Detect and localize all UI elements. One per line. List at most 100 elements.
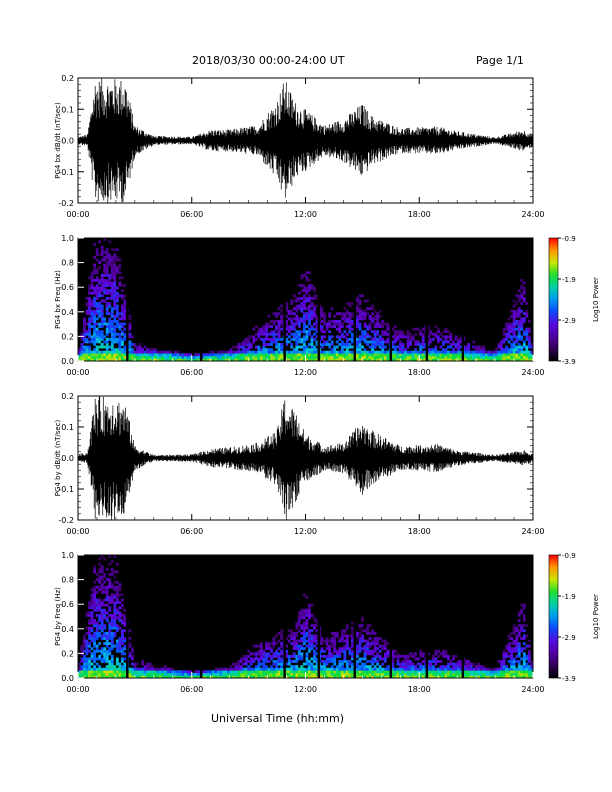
spectrogram-cell xyxy=(217,672,220,676)
spectrogram-cell xyxy=(285,672,289,676)
spectrogram-cell xyxy=(442,358,445,362)
spectrogram-cell xyxy=(340,348,344,352)
spectrogram-cell xyxy=(358,639,362,643)
spectrogram-cell xyxy=(391,345,395,349)
spectrogram-cell xyxy=(495,350,498,354)
spectrogram-cell xyxy=(343,639,347,643)
spectrogram-cell xyxy=(211,358,215,362)
spectrogram-cell xyxy=(308,358,311,362)
spectrogram-cell xyxy=(351,302,354,305)
spectrogram-cell xyxy=(98,253,102,257)
spectrogram-cell xyxy=(497,358,501,362)
spectrogram-cell xyxy=(313,639,316,643)
spectrogram-cell xyxy=(247,350,251,354)
spectrogram-cell xyxy=(295,309,299,313)
spectrogram-cell xyxy=(308,629,311,633)
spectrogram-cell xyxy=(522,330,526,334)
spectrogram-cell xyxy=(409,337,412,341)
spectrogram-cell xyxy=(520,353,524,357)
spectrogram-cell xyxy=(244,340,248,344)
spectrogram-cell xyxy=(295,317,299,321)
spectrogram-cell xyxy=(358,309,362,313)
spectrogram-cell xyxy=(108,634,112,638)
spectrogram-cell xyxy=(95,276,99,280)
spectrogram-cell xyxy=(166,667,170,671)
spectrogram-cell xyxy=(297,649,301,653)
spectrogram-cell xyxy=(351,667,354,671)
spectrogram-cell xyxy=(376,637,380,640)
spectrogram-cell xyxy=(110,307,114,311)
spectrogram-cell xyxy=(252,358,256,362)
spectrogram-cell xyxy=(285,304,289,308)
spectrogram-cell xyxy=(434,350,438,354)
spectrogram-cell xyxy=(419,667,423,671)
spectrogram-cell xyxy=(118,667,122,671)
spectrogram-cell xyxy=(512,660,516,663)
spectrogram-cell xyxy=(373,355,377,359)
spectrogram-cell xyxy=(292,335,296,339)
spectrogram-cell xyxy=(103,590,107,594)
spectrogram-cell xyxy=(176,670,180,674)
spectrogram-cell xyxy=(184,358,187,362)
spectrogram-cell xyxy=(431,332,435,336)
spectrogram-cell xyxy=(530,670,534,674)
spectrogram-cell xyxy=(120,667,124,671)
spectrogram-cell xyxy=(128,654,132,658)
spectrogram-cell xyxy=(313,296,316,300)
spectrogram-cell xyxy=(525,353,529,357)
spectrogram-cell xyxy=(315,667,319,671)
spectrogram-cell xyxy=(242,345,246,349)
spectrogram-cell xyxy=(434,657,438,661)
spectrogram-cell xyxy=(141,348,145,352)
spectrogram-cell xyxy=(439,675,443,679)
spectrogram-cell xyxy=(340,634,344,638)
spectrogram-cell xyxy=(371,355,375,359)
spectrogram-cell xyxy=(421,350,425,354)
spectrogram-cell xyxy=(381,350,385,354)
spectrogram-cell xyxy=(414,667,418,671)
spectrogram-cell xyxy=(83,675,86,679)
spectrogram-cell xyxy=(452,348,455,352)
spectrogram-cell xyxy=(232,667,236,671)
spectrogram-cell xyxy=(295,340,299,344)
spectrogram-cell xyxy=(378,672,382,676)
spectrogram-cell xyxy=(110,672,114,676)
spectrogram-cell xyxy=(302,616,306,620)
spectrogram-cell xyxy=(340,637,344,640)
spectrogram-cell xyxy=(123,304,127,308)
spectrogram-cell xyxy=(507,634,511,638)
spectrogram-cell xyxy=(217,358,220,362)
spectrogram-cell xyxy=(93,289,96,293)
spectrogram-cell xyxy=(105,567,109,571)
spectrogram-cell xyxy=(472,667,476,671)
spectrogram-cell xyxy=(409,672,412,676)
spectrogram-cell xyxy=(520,345,524,349)
spectrogram-cell xyxy=(328,335,332,339)
spectrogram-cell xyxy=(118,281,122,285)
spectrogram-cell xyxy=(133,343,137,346)
spectrogram-cell xyxy=(308,616,311,620)
spectrogram-cell xyxy=(512,624,516,628)
spectrogram-cell xyxy=(110,626,114,630)
spectrogram-cell xyxy=(118,642,122,645)
spectrogram-cell xyxy=(232,672,236,676)
spectrogram-cell xyxy=(113,670,117,674)
spectrogram-cell xyxy=(302,337,306,341)
spectrogram-cell xyxy=(120,353,124,357)
spectrogram-cell xyxy=(285,649,289,653)
spectrogram-cell xyxy=(295,343,299,346)
spectrogram-cell xyxy=(275,327,278,331)
spectrogram-cell xyxy=(520,296,524,300)
spectrogram-cell xyxy=(88,601,91,604)
spectrogram-cell xyxy=(452,665,455,669)
spectrogram-cell xyxy=(477,355,481,359)
spectrogram-cell xyxy=(131,358,134,362)
spectrogram-cell xyxy=(419,355,423,359)
spectrogram-cell xyxy=(93,291,96,295)
spectrogram-cell xyxy=(376,667,380,671)
spectrogram-cell xyxy=(120,294,124,298)
spectrogram-cell xyxy=(386,649,390,653)
spectrogram-cell xyxy=(351,644,354,648)
spectrogram-cell xyxy=(292,299,296,303)
spectrogram-cell xyxy=(83,654,86,658)
